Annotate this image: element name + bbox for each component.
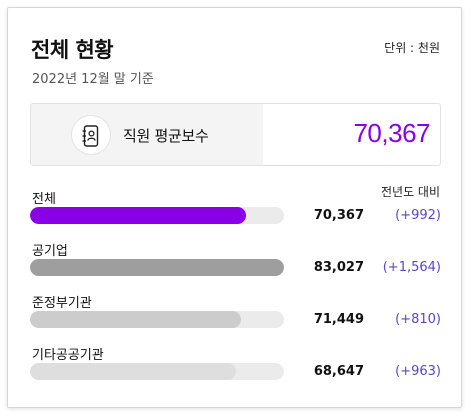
row-quasi-government: 준정부기관 71,449 (+810) — [30, 292, 450, 336]
bar-track — [30, 259, 284, 276]
page-title: 전체 현황 — [31, 38, 114, 62]
row-value: 83,027 — [313, 260, 364, 275]
row-other-public: 기타공공기관 68,647 (+963) — [30, 344, 450, 388]
row-public-enterprise: 공기업 83,027 (+1,564) — [30, 240, 450, 284]
address-book-icon — [71, 115, 111, 155]
bar-fill — [30, 363, 236, 380]
unit-label: 단위 : 천원 — [384, 41, 440, 55]
row-label: 공기업 — [32, 244, 68, 259]
bar-track — [30, 311, 284, 328]
summary-value: 70,367 — [353, 118, 430, 148]
average-pay-summary: 직원 평균보수 70,367 — [30, 103, 441, 166]
row-total: 전체 70,367 (+992) — [30, 188, 450, 232]
row-label: 기타공공기관 — [32, 348, 104, 363]
overview-card: 전체 현황 단위 : 천원 2022년 12월 말 기준 직원 평균보수 70,… — [7, 7, 462, 408]
summary-label: 직원 평균보수 — [123, 127, 209, 145]
bar-track — [30, 207, 284, 224]
bar-fill — [30, 207, 246, 224]
row-delta: (+810) — [395, 312, 441, 327]
row-delta: (+992) — [395, 208, 441, 223]
bar-track — [30, 363, 284, 380]
row-value: 68,647 — [313, 364, 364, 379]
summary-label-panel: 직원 평균보수 — [31, 104, 263, 165]
row-delta: (+963) — [395, 364, 441, 379]
row-value: 71,449 — [313, 312, 364, 327]
bar-fill — [30, 259, 284, 276]
yoy-column-header: 전년도 대비 — [380, 185, 440, 199]
row-label: 전체 — [32, 192, 56, 207]
row-delta: (+1,564) — [382, 260, 441, 275]
reference-date: 2022년 12월 말 기준 — [32, 72, 154, 87]
bar-fill — [30, 311, 241, 328]
row-label: 준정부기관 — [32, 296, 92, 311]
row-value: 70,367 — [313, 208, 364, 223]
